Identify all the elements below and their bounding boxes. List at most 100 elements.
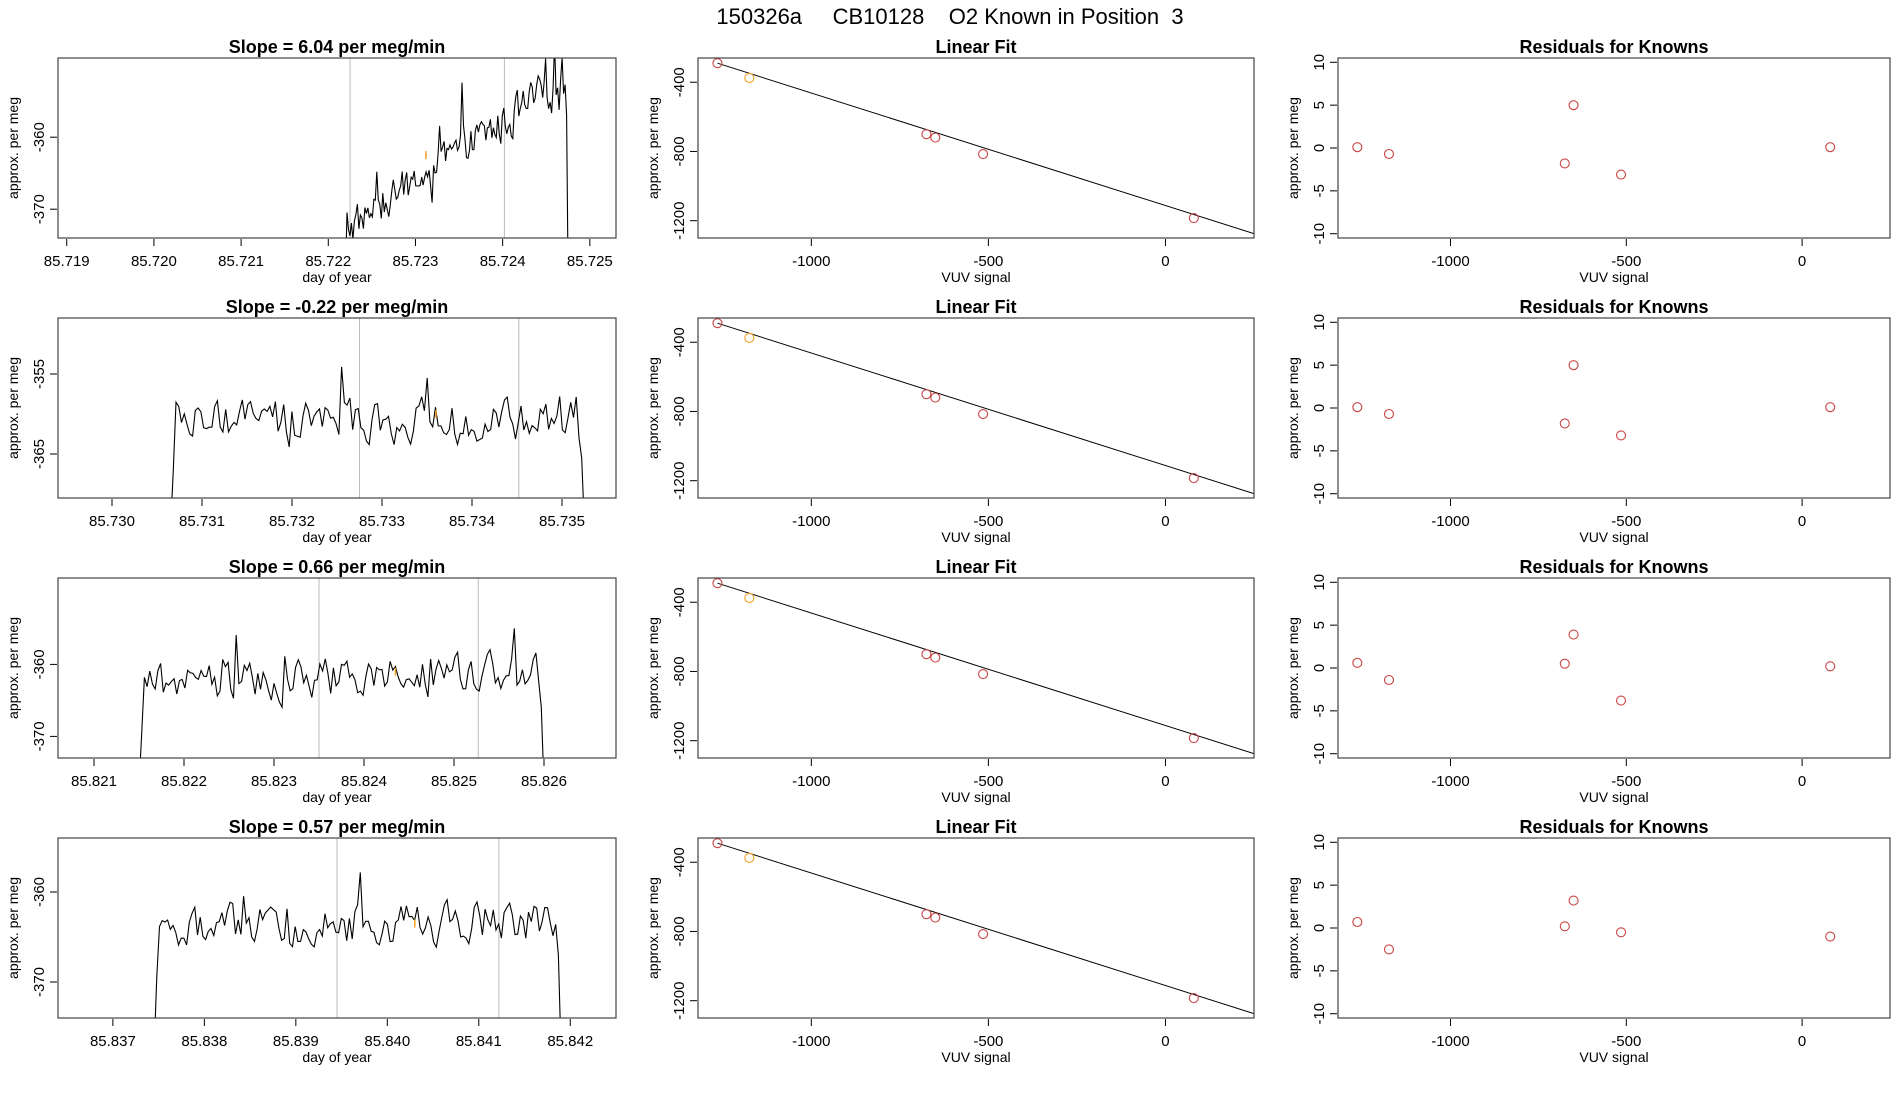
- data-point: [744, 592, 755, 603]
- y-tick-label: -400: [671, 67, 688, 97]
- y-tick-label: -360: [31, 877, 48, 907]
- x-tick-label: 85.723: [393, 253, 439, 270]
- x-tick-label: 85.821: [71, 773, 117, 790]
- plot-title: Residuals for Knowns: [1519, 297, 1708, 317]
- plot-area: [171, 318, 584, 498]
- data-point: [712, 838, 723, 849]
- x-tick-label: 85.837: [90, 1033, 136, 1050]
- x-tick-label: 85.732: [269, 513, 315, 530]
- y-tick-label: -800: [671, 136, 688, 166]
- x-tick-label: -500: [973, 773, 1003, 790]
- data-point: [1383, 674, 1395, 686]
- plot-panel-3: Residuals for Knowns -1000 -500 0 VUV signal…: [1285, 37, 1891, 285]
- data-point: [1188, 473, 1199, 484]
- x-tick-label: -1000: [792, 513, 830, 530]
- x-tick-label: 85.841: [456, 1033, 502, 1050]
- plot-area: [139, 578, 544, 758]
- y-tick-label: -400: [671, 587, 688, 617]
- plot-title: Linear Fit: [935, 817, 1016, 837]
- x-tick-label: 85.725: [567, 253, 613, 270]
- y-axis-label: approx. per meg: [5, 617, 21, 719]
- plot-panel-10: Slope = 0.57 per meg/min 85.837 85.838 85.8…: [5, 817, 617, 1065]
- plot-panel-4: Slope = -0.22 per meg/min 85.730 85.731 85.…: [5, 297, 617, 545]
- x-tick-label: -500: [973, 253, 1003, 270]
- data-point: [744, 852, 755, 863]
- plot-panel-11: Linear Fit -1000 -500 0 VUV signal -400 -800 -1…: [645, 817, 1255, 1065]
- plot-area: [717, 582, 1254, 755]
- x-tick-label: 0: [1798, 253, 1806, 270]
- plot-frame: [1337, 837, 1891, 1019]
- plot-frame: [1337, 317, 1891, 499]
- plot-frame: [57, 57, 617, 239]
- y-tick-label: -1200: [671, 462, 688, 500]
- plot-frame: [57, 317, 617, 499]
- y-tick-label: 10: [1311, 834, 1328, 851]
- y-tick-label: -370: [31, 721, 48, 751]
- x-tick-label: 85.838: [181, 1033, 227, 1050]
- y-tick-label: -370: [31, 194, 48, 224]
- y-axis-label: approx. per meg: [1285, 97, 1301, 199]
- plot-frame: [697, 317, 1255, 499]
- data-point: [1615, 430, 1627, 441]
- data-point: [712, 58, 723, 69]
- data-point: [921, 909, 932, 920]
- plot-title: Residuals for Knowns: [1519, 37, 1708, 57]
- data-point: [1825, 931, 1836, 942]
- data-point: [1615, 695, 1627, 706]
- y-axis-label: approx. per meg: [645, 877, 661, 979]
- y-axis-label: approx. per meg: [1285, 617, 1301, 719]
- y-tick-label: -355: [31, 359, 48, 389]
- data-point: [1825, 661, 1836, 672]
- y-tick-label: -1200: [671, 982, 688, 1020]
- y-tick-label: 0: [1311, 664, 1328, 672]
- data-point: [1188, 993, 1199, 1004]
- y-tick-label: -1200: [671, 722, 688, 760]
- x-axis-label: VUV signal: [1579, 269, 1648, 285]
- x-tick-label: 85.721: [218, 253, 264, 270]
- plot-title: Residuals for Knowns: [1519, 557, 1708, 577]
- x-tick-label: -1000: [1431, 1033, 1469, 1050]
- plot-frame: [57, 577, 617, 759]
- data-series-line: [154, 872, 561, 1018]
- plot-area: [717, 62, 1254, 235]
- y-axis-label: approx. per meg: [645, 357, 661, 459]
- plot-title: Slope = 0.66 per meg/min: [229, 557, 446, 577]
- data-point: [978, 929, 989, 940]
- data-point: [930, 132, 941, 143]
- x-tick-label: -1000: [1431, 253, 1469, 270]
- data-point: [1352, 402, 1363, 413]
- y-axis-label: approx. per meg: [1285, 877, 1301, 979]
- y-tick-label: 5: [1311, 101, 1328, 109]
- data-point: [1352, 657, 1363, 668]
- y-tick-label: -5: [1311, 444, 1328, 457]
- x-tick-label: 0: [1161, 1033, 1169, 1050]
- y-tick-label: -365: [31, 439, 48, 469]
- x-axis-label: day of year: [302, 1049, 372, 1065]
- y-tick-label: -10: [1311, 743, 1328, 765]
- plot-area: [345, 58, 569, 238]
- x-tick-label: 85.840: [364, 1033, 410, 1050]
- x-tick-label: -1000: [1431, 773, 1469, 790]
- y-axis-label: approx. per meg: [645, 617, 661, 719]
- data-point: [1568, 100, 1579, 111]
- x-tick-label: 0: [1798, 1033, 1806, 1050]
- x-tick-label: -500: [973, 1033, 1003, 1050]
- plot-title: Linear Fit: [935, 297, 1016, 317]
- plot-title: Residuals for Knowns: [1519, 817, 1708, 837]
- plot-panel-7: Slope = 0.66 per meg/min 85.821 85.822 85.8…: [5, 557, 617, 805]
- x-tick-label: 85.823: [251, 773, 297, 790]
- x-tick-label: 85.826: [521, 773, 567, 790]
- y-tick-label: -5: [1311, 964, 1328, 977]
- data-point: [921, 649, 932, 660]
- x-tick-label: 85.724: [480, 253, 526, 270]
- y-tick-label: -1200: [671, 202, 688, 240]
- plot-panel-12: Residuals for Knowns -1000 -500 0 VUV signal…: [1285, 817, 1891, 1065]
- y-tick-label: -10: [1311, 1003, 1328, 1025]
- fit-line: [717, 322, 1254, 495]
- data-point: [712, 578, 723, 589]
- y-tick-label: -360: [31, 649, 48, 679]
- y-tick-label: -370: [31, 967, 48, 997]
- y-tick-label: 5: [1311, 621, 1328, 629]
- data-point: [1615, 927, 1627, 938]
- y-tick-label: 0: [1311, 404, 1328, 412]
